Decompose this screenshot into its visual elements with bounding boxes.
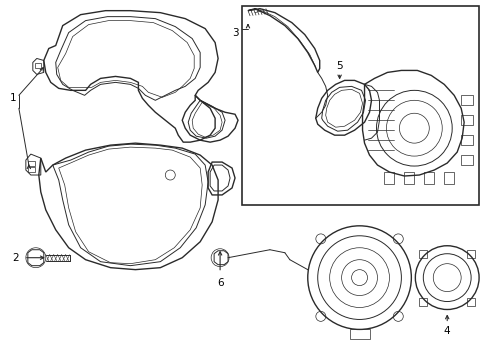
- Text: 4: 4: [444, 327, 450, 336]
- Bar: [28, 161, 35, 166]
- Bar: [404, 172, 415, 184]
- Bar: [467, 298, 475, 306]
- Text: 1: 1: [10, 93, 16, 103]
- Bar: [461, 115, 473, 125]
- Bar: [461, 155, 473, 165]
- Bar: [385, 172, 394, 184]
- Bar: [444, 172, 454, 184]
- Text: 5: 5: [336, 62, 343, 71]
- Text: 6: 6: [217, 278, 223, 288]
- Bar: [28, 167, 35, 172]
- Bar: [349, 329, 369, 339]
- Text: 2: 2: [13, 253, 19, 263]
- Bar: [461, 135, 473, 145]
- Bar: [424, 172, 434, 184]
- Bar: [35, 63, 41, 68]
- Bar: [419, 298, 427, 306]
- Bar: [419, 250, 427, 258]
- Bar: [461, 95, 473, 105]
- Text: 3: 3: [232, 28, 238, 37]
- Bar: [242, 6, 479, 205]
- Bar: [467, 250, 475, 258]
